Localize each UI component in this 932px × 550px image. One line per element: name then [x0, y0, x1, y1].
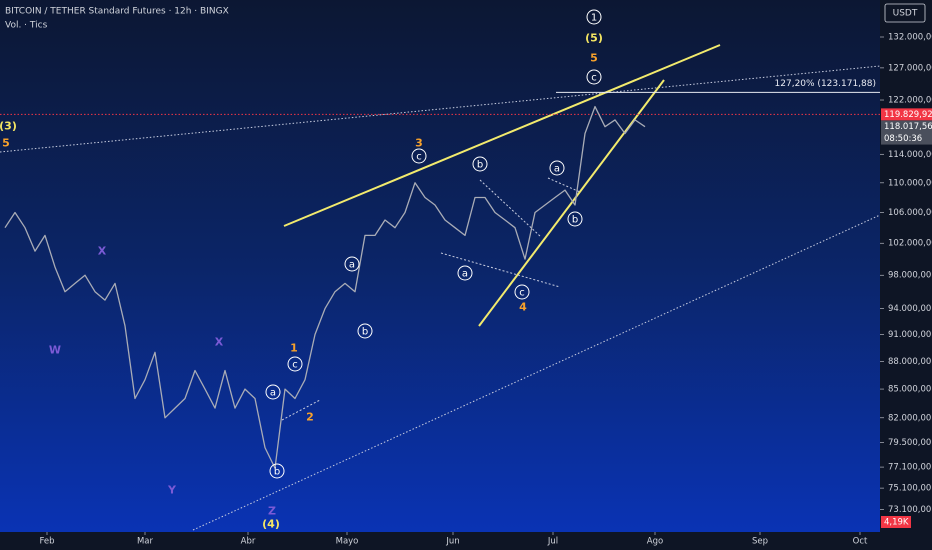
- x-tick-label: Mayo: [336, 537, 359, 547]
- wave-label: a: [270, 388, 276, 399]
- trendline: [440, 252, 561, 288]
- wave-label: 3: [415, 137, 423, 150]
- y-tick-label: 122.000,00: [888, 96, 932, 106]
- wave-circle: [357, 323, 373, 339]
- wave-label: (3): [0, 120, 17, 133]
- wave-label: c: [292, 360, 298, 371]
- currency-box[interactable]: [884, 3, 926, 23]
- y-tick-label: 88.000,00: [888, 357, 931, 367]
- y-tick-label: 79.500,00: [888, 438, 931, 448]
- wave-circle: [549, 160, 565, 176]
- currency-label[interactable]: USDT: [893, 9, 918, 19]
- wave-circle: [269, 463, 285, 479]
- wave-label: Y: [167, 484, 177, 497]
- y-tick-label: 132.000,00: [888, 33, 932, 43]
- mark-price-box: [881, 108, 932, 121]
- wave-circle: [287, 356, 303, 372]
- trendline: [0, 65, 881, 153]
- x-tick-label: Abr: [241, 537, 256, 547]
- wave-circle: [457, 265, 473, 281]
- last-price-label: 118.017,56: [884, 122, 932, 132]
- volume-label: 4,19K: [884, 518, 909, 528]
- y-tick-label: 73.100,00: [888, 505, 931, 515]
- trendline: [283, 44, 721, 227]
- trendline: [479, 179, 541, 237]
- trendline: [281, 399, 321, 421]
- y-tick-label: 85.000,00: [888, 385, 931, 395]
- symbol-title: BITCOIN / TETHER Standard Futures · 12h …: [5, 7, 229, 17]
- wave-label: 1: [591, 13, 597, 24]
- y-tick-label: 75.100,00: [888, 484, 931, 494]
- wave-label: W: [49, 344, 61, 357]
- wave-label: c: [519, 288, 525, 299]
- wave-label: X: [215, 336, 224, 349]
- last-price-box: [881, 120, 932, 145]
- y-tick-label: 94.000,00: [888, 304, 931, 314]
- wave-label: 4: [519, 301, 527, 314]
- drawings: [0, 44, 881, 531]
- wave-circle: [265, 384, 281, 400]
- volume-box: [881, 516, 911, 528]
- time-axis: [0, 532, 880, 550]
- y-tick-label: 114.000,00: [888, 150, 932, 160]
- wave-circle: [586, 69, 602, 85]
- y-tick-label: 106.000,00: [888, 208, 932, 218]
- wave-label: a: [462, 269, 468, 280]
- countdown: 08:50:36: [884, 134, 922, 144]
- wave-label: c: [591, 73, 597, 84]
- x-tick-label: Mar: [137, 537, 154, 547]
- wave-label: c: [416, 152, 422, 163]
- x-tick-label: Oct: [853, 537, 868, 547]
- wave-circle: [344, 256, 360, 272]
- wave-label: 5: [590, 52, 598, 65]
- wave-label: 1: [290, 342, 298, 355]
- plot-background: [0, 0, 880, 532]
- wave-label: 2: [306, 411, 314, 424]
- wave-label: (4): [262, 518, 280, 531]
- price-axis: [880, 0, 932, 550]
- wave-circle: [586, 9, 602, 25]
- mark-price-label: 119.829,92: [884, 110, 932, 120]
- wave-circle: [472, 156, 488, 172]
- y-tick-label: 127.000,00: [888, 63, 932, 73]
- wave-circle: [411, 148, 427, 164]
- y-tick-label: 82.000,00: [888, 413, 931, 423]
- wave-label: X: [98, 245, 107, 258]
- x-tick-label: Feb: [39, 537, 54, 547]
- wave-label: a: [349, 260, 355, 271]
- x-tick-label: Sep: [752, 537, 768, 547]
- trendline: [547, 177, 581, 193]
- trendline: [478, 79, 665, 327]
- y-tick-label: 91.000,00: [888, 330, 931, 340]
- wave-label: b: [362, 327, 368, 338]
- wave-label: b: [477, 160, 483, 171]
- x-tick-label: Jun: [445, 537, 459, 547]
- wave-label: 5: [2, 137, 10, 150]
- y-tick-label: 102.000,00: [888, 239, 932, 249]
- y-tick-label: 98.000,00: [888, 271, 931, 281]
- wave-label: a: [554, 164, 560, 175]
- wave-label: Z: [268, 505, 276, 518]
- wave-circle: [514, 284, 530, 300]
- wave-circle: [567, 211, 583, 227]
- x-tick-label: Ago: [647, 537, 663, 547]
- wave-label: b: [572, 215, 578, 226]
- fib-label: 127,20% (123.171,88): [775, 79, 876, 89]
- y-tick-label: 110.000,00: [888, 178, 932, 188]
- price-line: [4, 105, 646, 469]
- x-tick-label: Jul: [547, 537, 558, 547]
- wave-label: b: [274, 467, 280, 478]
- y-tick-label: 77.100,00: [888, 463, 931, 473]
- wave-label: (5): [585, 32, 603, 45]
- indicator-label: Vol. · Tics: [5, 21, 48, 31]
